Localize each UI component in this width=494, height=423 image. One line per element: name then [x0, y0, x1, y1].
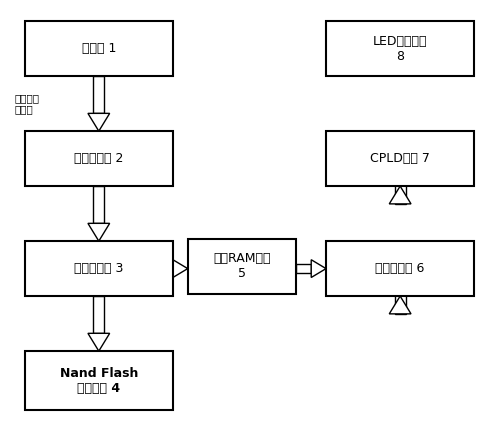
- Bar: [25, 131, 173, 186]
- Text: 第二处理器 6: 第二处理器 6: [375, 262, 425, 275]
- Polygon shape: [88, 113, 110, 131]
- Text: CPLD单元 7: CPLD单元 7: [370, 152, 430, 165]
- Polygon shape: [88, 333, 110, 351]
- Polygon shape: [389, 296, 411, 314]
- Text: LED驱动模块
8: LED驱动模块 8: [373, 35, 427, 63]
- Polygon shape: [296, 264, 311, 273]
- Polygon shape: [93, 296, 104, 333]
- Polygon shape: [93, 76, 104, 113]
- Polygon shape: [389, 186, 411, 204]
- Text: 第一处理器 3: 第一处理器 3: [74, 262, 124, 275]
- Text: 物联网模块 2: 物联网模块 2: [74, 152, 124, 165]
- Polygon shape: [173, 260, 188, 277]
- Polygon shape: [395, 131, 406, 204]
- Bar: [25, 241, 173, 296]
- Polygon shape: [93, 186, 104, 223]
- Text: 双口RAM单元
5: 双口RAM单元 5: [213, 253, 271, 280]
- Polygon shape: [395, 241, 406, 314]
- Text: 视频及图
像文件: 视频及图 像文件: [15, 93, 40, 115]
- Bar: [326, 241, 474, 296]
- Bar: [188, 239, 296, 294]
- Bar: [25, 351, 173, 410]
- Bar: [25, 21, 173, 76]
- Text: Nand Flash
读写模块 4: Nand Flash 读写模块 4: [60, 367, 138, 395]
- Polygon shape: [311, 260, 326, 277]
- Bar: [326, 21, 474, 76]
- Text: 上位机 1: 上位机 1: [82, 42, 116, 55]
- Polygon shape: [88, 223, 110, 241]
- Bar: [326, 131, 474, 186]
